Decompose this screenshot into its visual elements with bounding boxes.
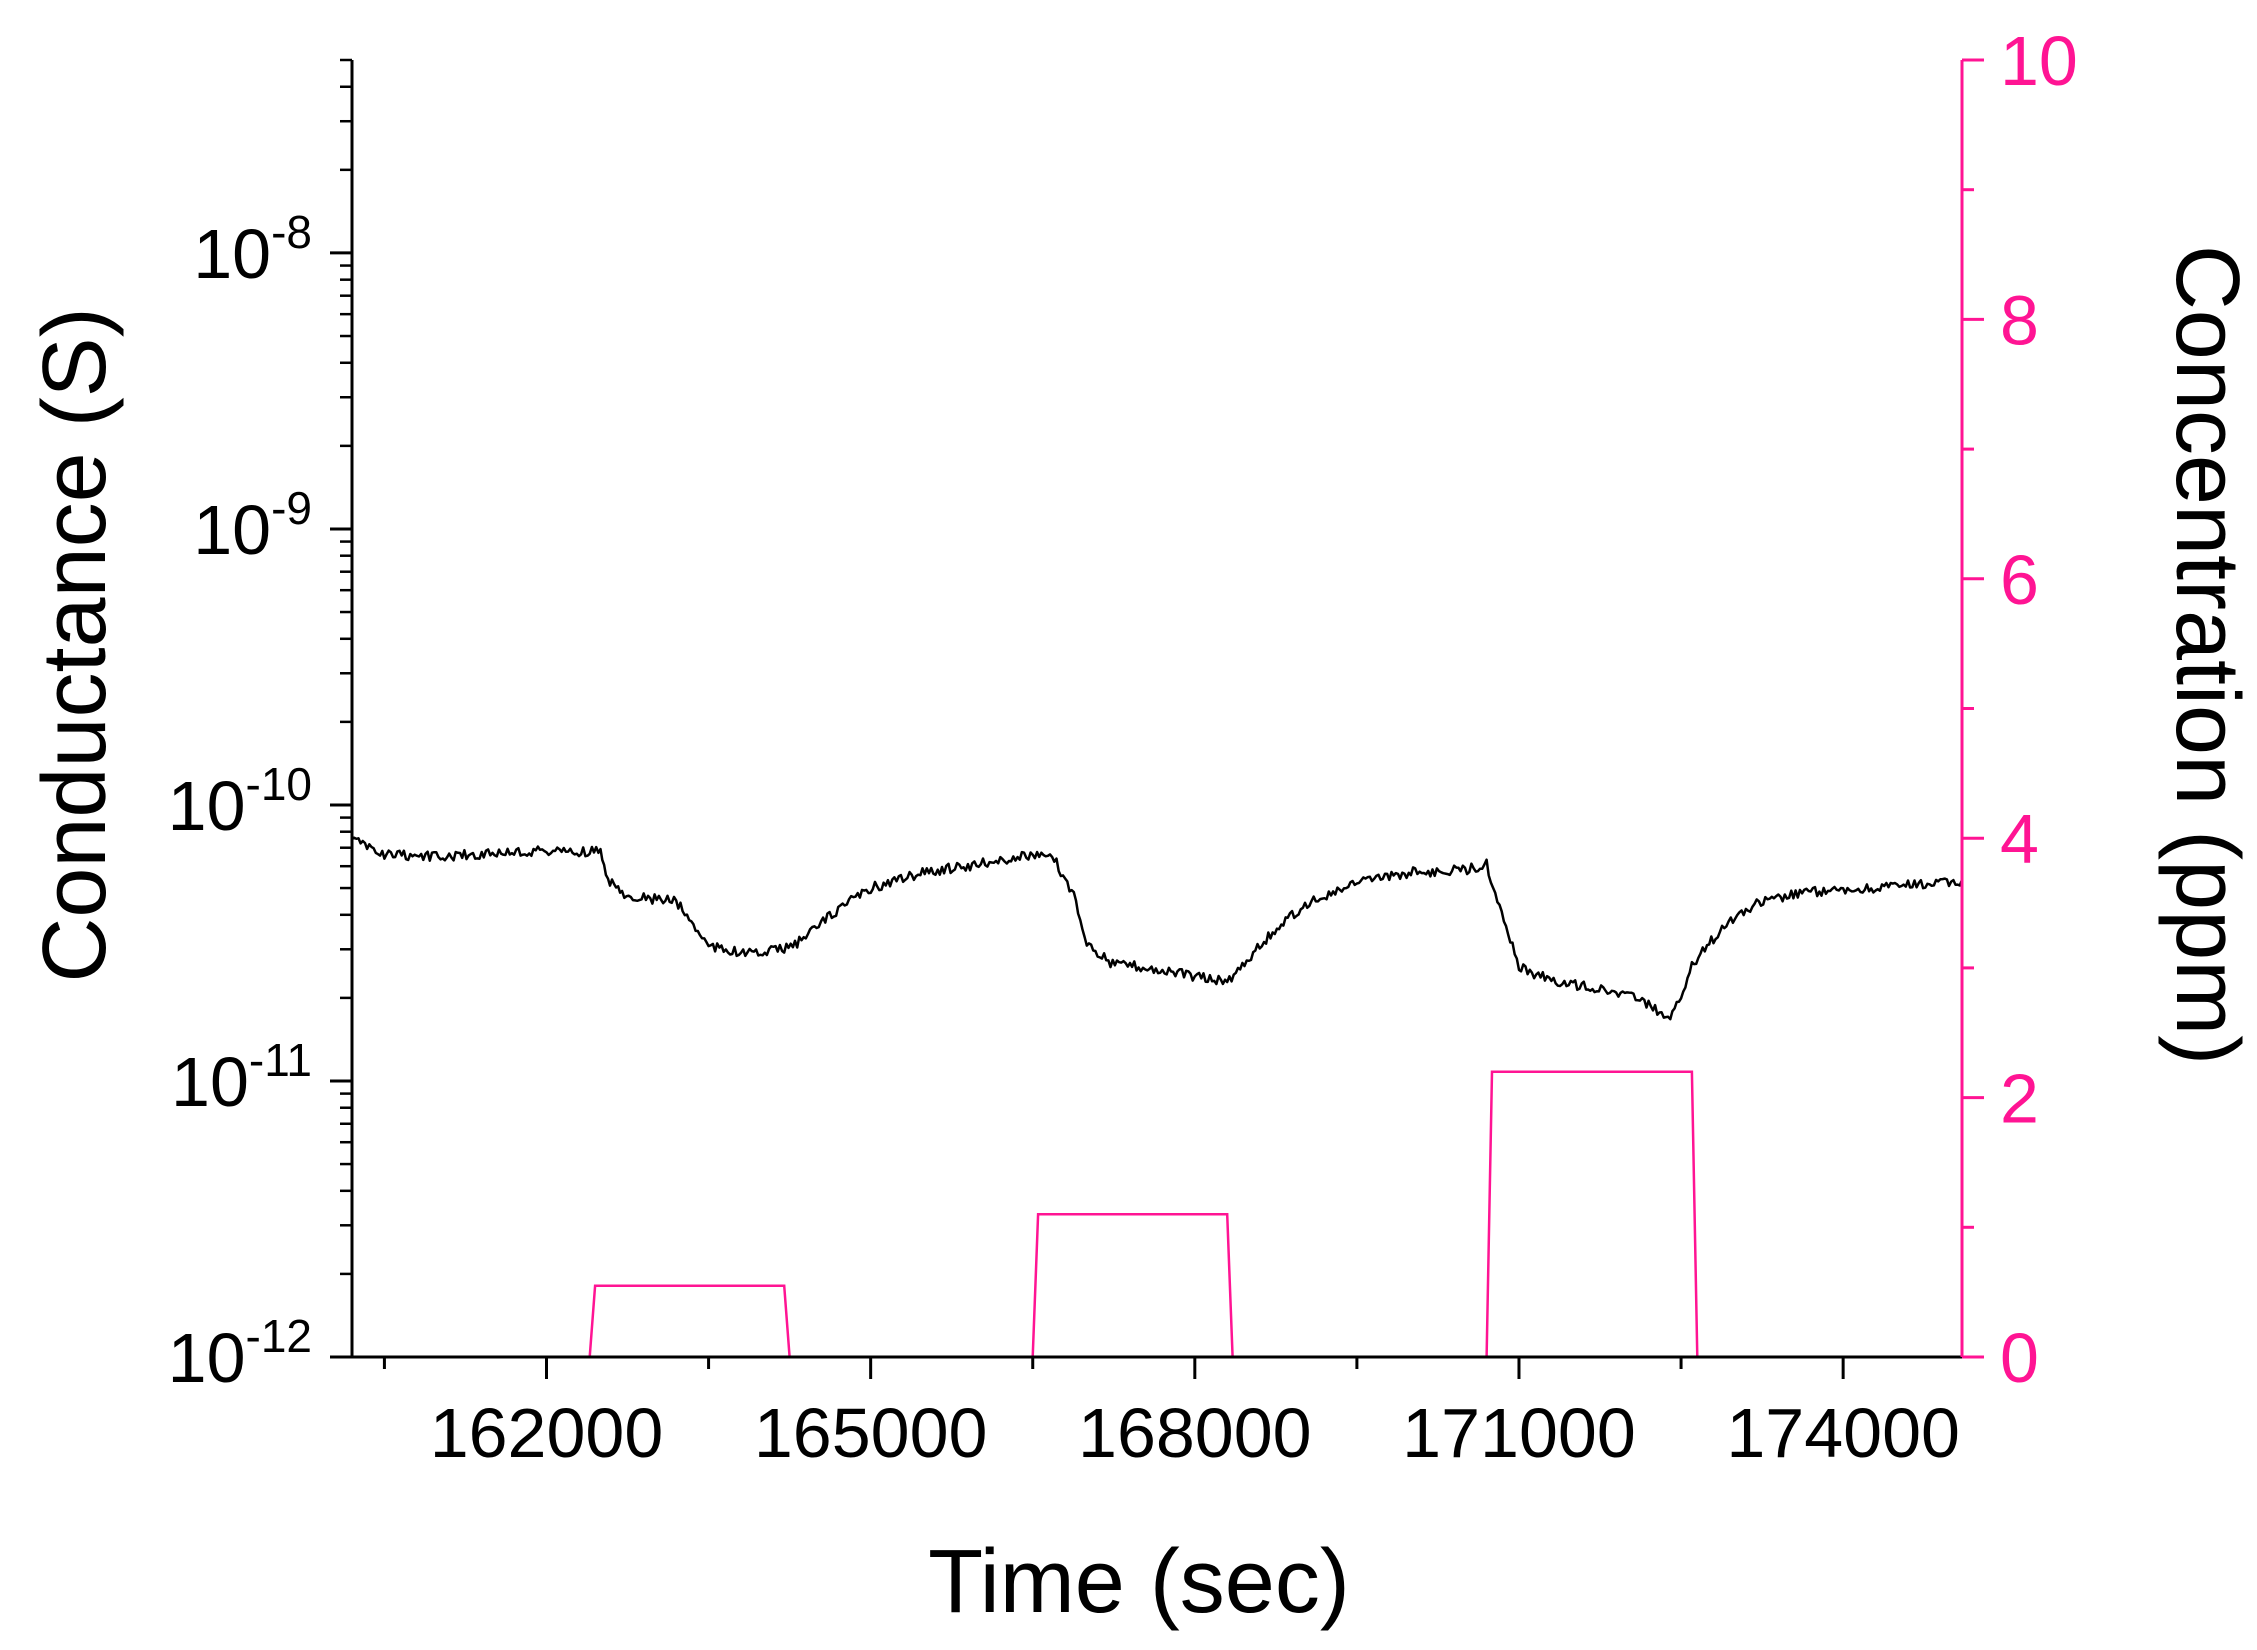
series-line-concentration	[352, 1070, 1962, 1359]
y2-tick-label: 6	[2000, 541, 2039, 619]
y2-tick-label: 2	[2000, 1060, 2039, 1138]
plot-lines	[351, 836, 1964, 1359]
ticks	[330, 58, 1984, 1379]
x-tick-label: 162000	[430, 1394, 664, 1472]
y-tick-label: 10-9	[193, 482, 312, 569]
x-axis-title: Time (sec)	[928, 1532, 1350, 1632]
y-tick-label: 10-11	[171, 1034, 312, 1121]
y-tick-label: 10-8	[193, 206, 312, 293]
x-tick-label: 174000	[1726, 1394, 1960, 1472]
series-line-conductance	[351, 836, 1964, 1021]
y2-axis-title: Concentration (ppm)	[2157, 245, 2257, 1065]
y-axis-title: Conductance (S)	[25, 307, 125, 982]
y2-tick-label: 8	[2000, 281, 2039, 359]
y-tick-label: 10-10	[168, 758, 312, 845]
tick-labels: 162000 165000 168000 171000 174000 10-12 10-11…	[168, 22, 2078, 1472]
axes	[350, 60, 1964, 1359]
y2-tick-label: 4	[2000, 800, 2039, 878]
x-tick-label: 171000	[1402, 1394, 1636, 1472]
y2-tick-label: 0	[2000, 1319, 2039, 1397]
y2-tick-label: 10	[2000, 22, 2078, 100]
y-tick-label: 10-12	[168, 1310, 312, 1397]
x-tick-label: 165000	[754, 1394, 988, 1472]
x-tick-label: 168000	[1078, 1394, 1312, 1472]
